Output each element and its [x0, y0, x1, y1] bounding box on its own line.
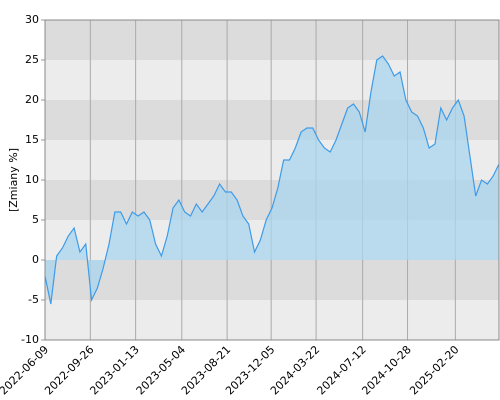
area	[45, 56, 499, 304]
y-tick-label: 20	[25, 93, 39, 106]
y-tick-label: 0	[32, 253, 39, 266]
y-tick-label: 10	[25, 173, 39, 186]
grid-band	[45, 100, 499, 140]
y-tick-label: -10	[21, 333, 39, 346]
y-axis-label: [Zmiany %]	[7, 148, 20, 212]
grid-band	[45, 300, 499, 340]
grid-band	[45, 20, 499, 60]
plot-border	[44, 19, 500, 341]
x-tick-label: 2025-02-20	[407, 343, 461, 397]
grid-band	[45, 60, 499, 100]
y-tick-label: 30	[25, 13, 39, 26]
y-tick-label: 5	[32, 213, 39, 226]
line	[44, 55, 500, 305]
y-tick-label: 25	[25, 53, 39, 66]
grid-band	[45, 260, 499, 300]
y-tick-label: 15	[25, 133, 39, 146]
y-tick-label: -5	[28, 293, 39, 306]
